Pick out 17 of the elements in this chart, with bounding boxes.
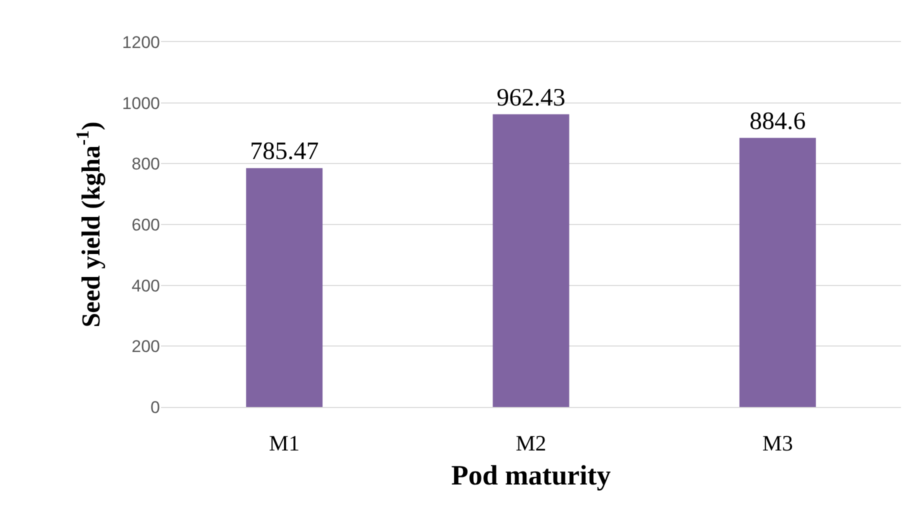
y-tick-label: 800 [132, 154, 160, 174]
x-tick-label: M3 [762, 430, 793, 456]
data-label: 962.43 [496, 84, 566, 112]
data-label: 884.6 [750, 108, 806, 135]
y-tick-label: 200 [132, 337, 160, 356]
x-tick-label: M1 [269, 430, 300, 456]
bar [246, 168, 323, 407]
x-axis-title: Pod maturity [451, 460, 611, 492]
data-label: 785.47 [250, 138, 319, 166]
y-tick-label: 1000 [122, 94, 160, 113]
x-tick-label: M2 [516, 430, 546, 456]
bar [739, 138, 816, 407]
y-tick-label: 1200 [122, 32, 160, 52]
bar [492, 114, 570, 407]
y-tick-label: 600 [132, 215, 160, 234]
y-tick-label: 400 [132, 276, 160, 296]
y-tick-label: 0 [150, 398, 160, 417]
